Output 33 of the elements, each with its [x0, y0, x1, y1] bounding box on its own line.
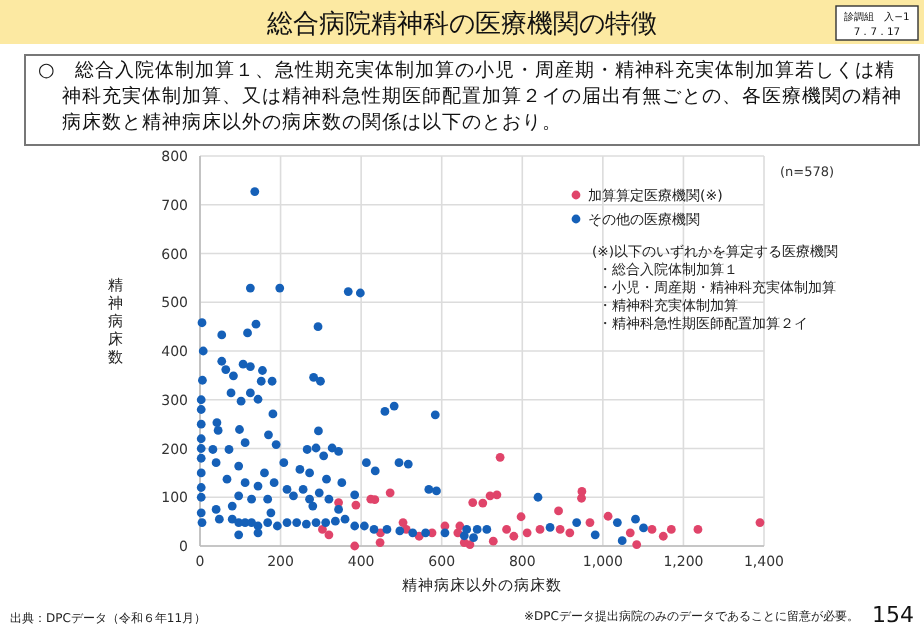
- point: [478, 498, 488, 508]
- point: [554, 506, 563, 516]
- point: [318, 525, 327, 534]
- point: [632, 540, 642, 549]
- point: [324, 530, 334, 540]
- point: [351, 500, 361, 510]
- text: ○ 総合入院体制加算１、急性期充実体制加算の小児・周産期・精神科充実体制加算若しくは精神科充実体制加算、又は精神科急性期医師配置加算２イの届出有無ごとの、各医療機関の精神病床数と精神病床以外の病床数の関係は以下のとおり。: [24, 54, 920, 146]
- point: [666, 525, 676, 534]
- point: [565, 528, 575, 538]
- point: [755, 518, 765, 527]
- point: [485, 491, 495, 501]
- point: [375, 538, 385, 547]
- point: [398, 518, 408, 527]
- point: [488, 536, 498, 546]
- point: [502, 525, 511, 534]
- chart-title: 総合病院精神科の医療機関の特徴: [265, 10, 657, 40]
- point: [516, 512, 526, 522]
- point: [693, 525, 703, 534]
- point: [509, 531, 519, 541]
- point: [468, 498, 478, 508]
- text: 154: [872, 602, 914, 628]
- point: [495, 452, 505, 462]
- point: [625, 528, 635, 538]
- point: [350, 541, 360, 551]
- point: [577, 487, 587, 496]
- point: [555, 525, 565, 534]
- point: [385, 488, 395, 498]
- point: [647, 525, 657, 534]
- point: [585, 518, 595, 527]
- point: [535, 525, 545, 534]
- point: [522, 528, 532, 538]
- point: [658, 531, 668, 541]
- point: [603, 511, 613, 521]
